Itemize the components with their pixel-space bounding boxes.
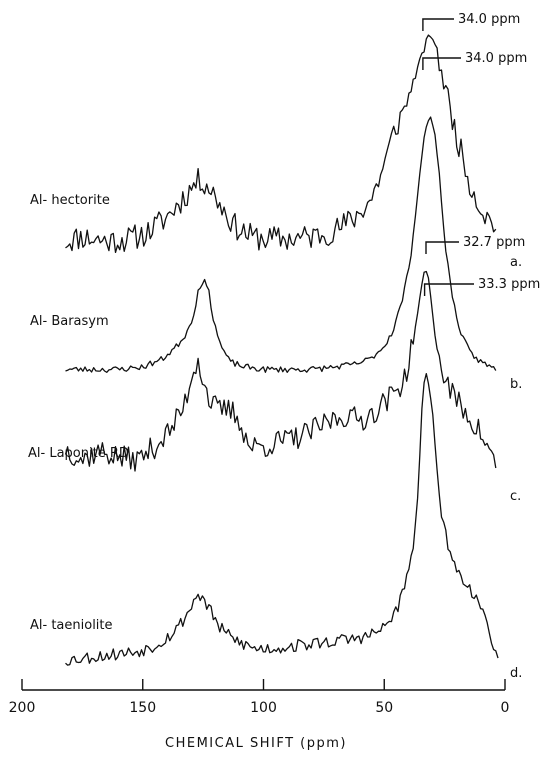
peak-label-4: 33.3 ppm <box>478 277 540 292</box>
spectrum-label-2: Al- Barasym <box>30 314 109 329</box>
spectra-group: Al- hectorite a. 34.0 ppm Al- Barasym b. 34.0… <box>28 12 540 681</box>
x-tick-label-0: 200 <box>9 700 36 716</box>
x-axis <box>21 679 506 691</box>
peak-marker-3 <box>425 241 459 254</box>
spectrum-label-4: Al- taeniolite <box>30 618 113 633</box>
peak-marker-1 <box>422 18 454 31</box>
x-tick-label-4: 0 <box>501 700 510 716</box>
peak-marker-4 <box>423 283 474 296</box>
peak-label-3: 32.7 ppm <box>463 235 525 250</box>
trace-letter-3: c. <box>510 489 521 504</box>
spectrum-line-4 <box>65 372 499 666</box>
spectrum-line-1 <box>65 34 497 254</box>
trace-letter-2: b. <box>510 377 522 392</box>
spectrum-line-3 <box>64 270 497 472</box>
peak-label-2: 34.0 ppm <box>465 51 527 66</box>
spectrum-label-1: Al- hectorite <box>30 193 110 208</box>
peak-marker-2 <box>422 57 461 70</box>
trace-letter-1: a. <box>510 255 522 270</box>
x-tick-label-2: 100 <box>250 700 277 716</box>
x-axis-title: CHEMICAL SHIFT (ppm) <box>165 736 347 751</box>
x-tick-label-3: 50 <box>375 700 393 716</box>
x-tick-label-1: 150 <box>129 700 156 716</box>
spectrum-line-2 <box>65 116 497 373</box>
peak-label-1: 34.0 ppm <box>458 12 520 27</box>
trace-letter-4: d. <box>510 666 522 681</box>
spectrum-label-3: Al- Laponite RD <box>28 446 129 461</box>
